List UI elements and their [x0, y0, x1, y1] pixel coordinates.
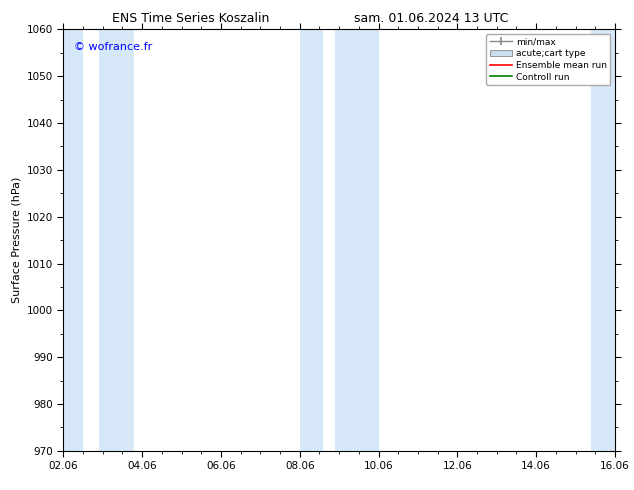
Legend: min/max, acute;cart type, Ensemble mean run, Controll run: min/max, acute;cart type, Ensemble mean …	[486, 34, 611, 85]
Text: © wofrance.fr: © wofrance.fr	[74, 42, 153, 52]
Bar	[335, 29, 378, 451]
Bar	[99, 29, 134, 451]
Bar	[592, 29, 615, 451]
Y-axis label: Surface Pressure (hPa): Surface Pressure (hPa)	[11, 177, 21, 303]
Text: sam. 01.06.2024 13 UTC: sam. 01.06.2024 13 UTC	[354, 12, 508, 25]
Bar	[300, 29, 323, 451]
Text: ENS Time Series Koszalin: ENS Time Series Koszalin	[112, 12, 269, 25]
Bar	[63, 29, 83, 451]
